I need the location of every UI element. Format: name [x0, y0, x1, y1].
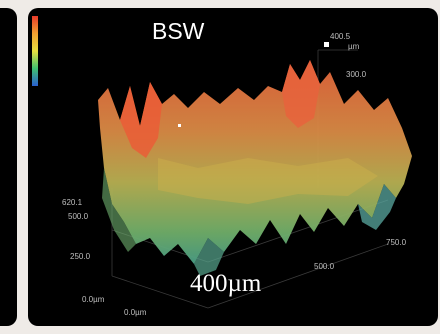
- tick-corner-300: 300.0: [346, 70, 367, 79]
- surface-ridges-high: [120, 82, 162, 158]
- surface-valley-blue-2: [194, 238, 224, 276]
- tick-origin-bottom: 0.0µm: [124, 308, 147, 317]
- surface-body: [98, 60, 412, 264]
- surface-valley-blue: [358, 184, 396, 230]
- tick-origin-left: 0.0µm: [82, 295, 105, 304]
- scale-bar-label: 400µm: [190, 270, 262, 297]
- tick-x-750: 750.0: [386, 238, 407, 247]
- color-scale-bar: [32, 16, 38, 86]
- surface-valley-left: [102, 168, 136, 252]
- surface-plot: [32, 16, 412, 309]
- surface-mid-band: [158, 158, 378, 204]
- tick-corner-unit: µm: [348, 42, 360, 51]
- surface-highlight-spot: [178, 124, 181, 127]
- tick-z-500: 500.0: [68, 212, 89, 221]
- surface-ridges-peak: [282, 60, 320, 128]
- plot-title: BSW: [152, 18, 205, 44]
- tick-y-500: 500.0: [314, 262, 335, 271]
- axis-corner-marker: [324, 42, 329, 47]
- tick-z-top: 620.1: [62, 198, 83, 207]
- tick-y-250: 250.0: [70, 252, 91, 261]
- surface-plot-panel: BSW 400µm 400.5 µm 300.0 620.1 500.0 250…: [28, 8, 438, 326]
- tick-corner: 400.5: [330, 32, 351, 41]
- left-panel-edge: [0, 8, 17, 326]
